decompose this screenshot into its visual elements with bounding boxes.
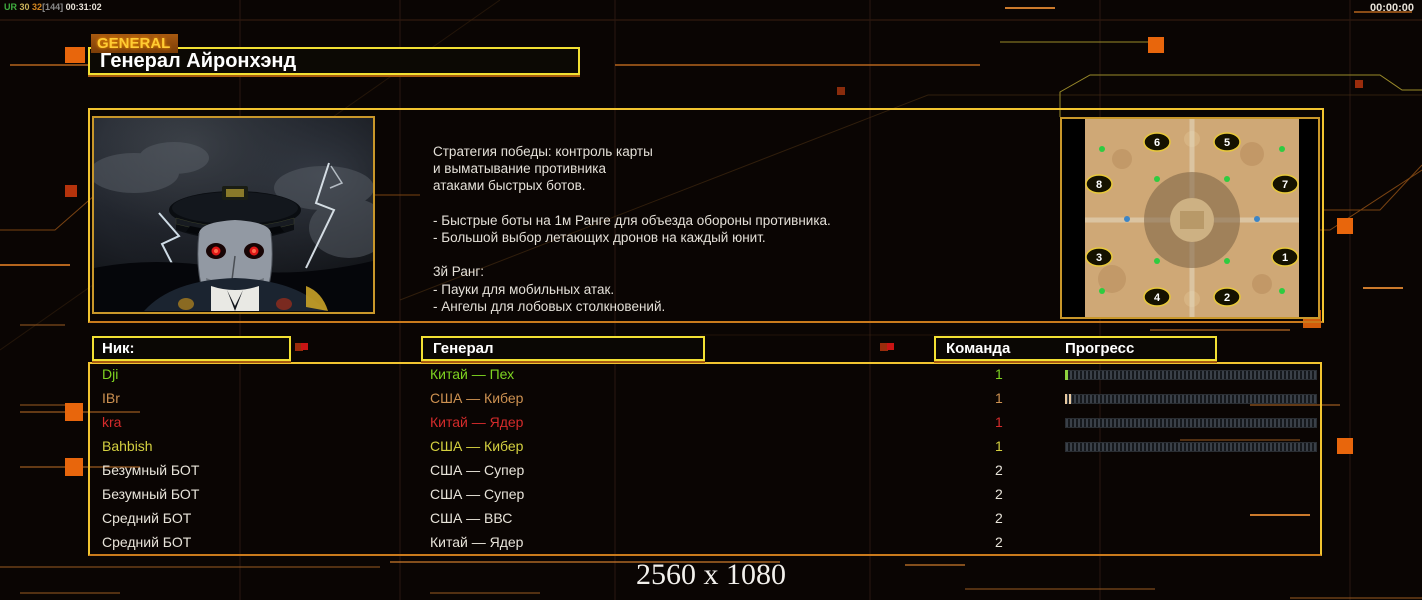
svg-text:8: 8 — [1096, 179, 1102, 191]
svg-text:3: 3 — [1096, 252, 1102, 264]
svg-text:1: 1 — [1282, 252, 1288, 264]
svg-text:6: 6 — [1154, 137, 1160, 149]
svg-text:7: 7 — [1282, 179, 1288, 191]
svg-text:4: 4 — [1154, 292, 1161, 304]
svg-text:2: 2 — [1224, 292, 1230, 304]
svg-text:5: 5 — [1224, 137, 1230, 149]
